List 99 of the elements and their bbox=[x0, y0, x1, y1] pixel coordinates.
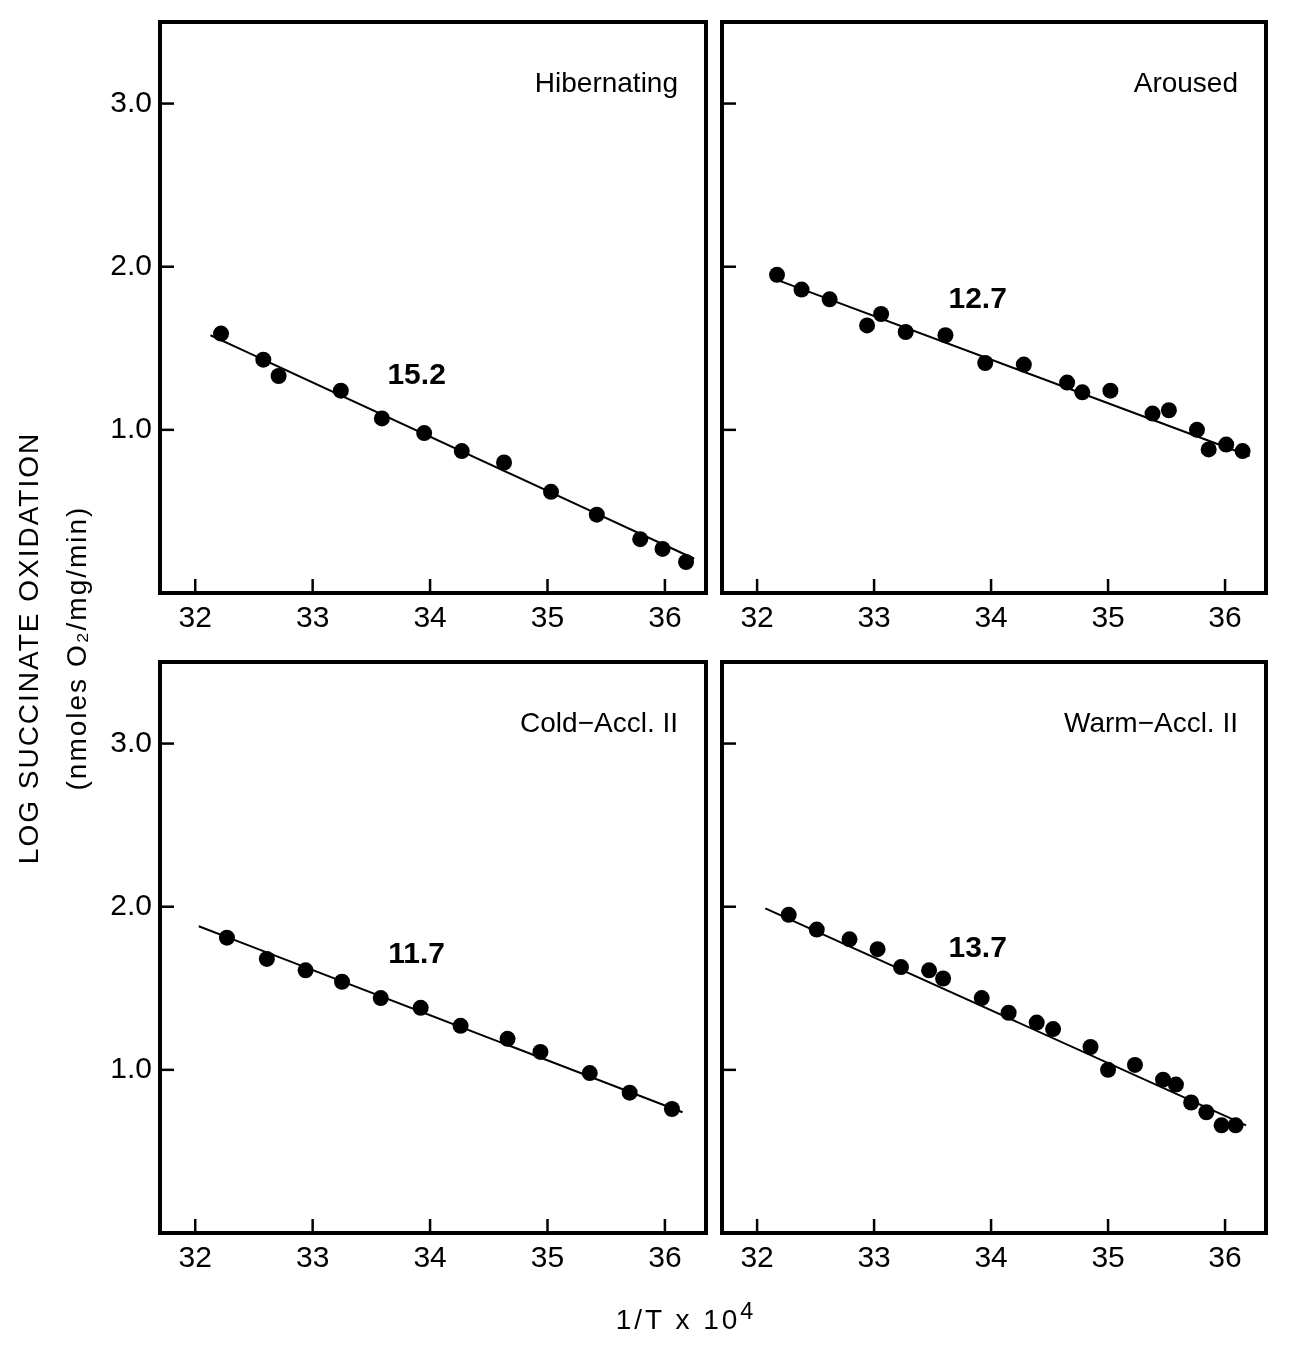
x-tick-label: 36 bbox=[648, 1240, 682, 1274]
x-tick-label: 32 bbox=[740, 1240, 774, 1274]
point bbox=[255, 351, 272, 368]
annotation: 11.7 bbox=[388, 936, 445, 970]
x-tick-label: 35 bbox=[1091, 1240, 1125, 1274]
point bbox=[663, 1101, 680, 1118]
x-tick-label: 35 bbox=[530, 600, 565, 634]
point bbox=[869, 941, 886, 958]
text: Aroused bbox=[1133, 66, 1238, 98]
x-axis-title: 1/T x 10$^{4}$ bbox=[614, 1298, 758, 1337]
text: Warm−Accl. II bbox=[1064, 706, 1238, 738]
point bbox=[218, 929, 235, 946]
point bbox=[453, 443, 470, 460]
point bbox=[412, 999, 429, 1016]
point bbox=[1059, 374, 1076, 391]
point bbox=[768, 266, 785, 283]
point bbox=[332, 382, 349, 399]
point bbox=[1155, 1071, 1172, 1088]
point bbox=[1227, 1117, 1244, 1134]
x-tick-label: 32 bbox=[740, 600, 774, 634]
x-tick-label: 34 bbox=[413, 600, 447, 634]
y-tick-label: 1.0 bbox=[110, 411, 152, 445]
annotation: 15.2 bbox=[387, 356, 446, 390]
point bbox=[1188, 421, 1205, 438]
y-tick-label: 2.0 bbox=[110, 247, 152, 281]
point bbox=[1213, 1117, 1230, 1134]
point bbox=[581, 1065, 598, 1082]
point bbox=[859, 317, 876, 334]
point bbox=[1234, 443, 1251, 460]
point bbox=[258, 950, 275, 967]
point bbox=[977, 354, 994, 371]
x-tick-label: 33 bbox=[295, 600, 330, 634]
point bbox=[1100, 1061, 1117, 1078]
point bbox=[780, 906, 797, 923]
x-tick-label: 33 bbox=[857, 600, 891, 634]
point bbox=[973, 990, 990, 1007]
point bbox=[1126, 1056, 1143, 1073]
y-tick-label: 3.0 bbox=[110, 84, 152, 118]
x-tick-label: 32 bbox=[178, 600, 212, 634]
point bbox=[1045, 1021, 1062, 1038]
text: Cold−Accl. II bbox=[520, 706, 678, 738]
point bbox=[496, 454, 513, 471]
point bbox=[372, 990, 389, 1007]
x-tick-label: 35 bbox=[1091, 600, 1125, 634]
x-tick-label: 33 bbox=[295, 1240, 330, 1274]
y-tick-label: 2.0 bbox=[110, 887, 152, 921]
point bbox=[632, 531, 649, 548]
y-tick-label: 1.0 bbox=[110, 1051, 152, 1085]
x-tick-label: 34 bbox=[974, 1240, 1008, 1274]
point bbox=[1082, 1039, 1099, 1056]
point bbox=[334, 973, 350, 990]
point bbox=[841, 931, 858, 948]
point bbox=[543, 483, 560, 500]
x-tick-label: 34 bbox=[413, 1240, 447, 1274]
point bbox=[270, 368, 287, 385]
point bbox=[499, 1030, 516, 1047]
point bbox=[873, 306, 890, 323]
point bbox=[373, 410, 390, 427]
point bbox=[297, 962, 314, 979]
point bbox=[892, 959, 909, 976]
point bbox=[1160, 402, 1177, 419]
point bbox=[821, 291, 838, 308]
point bbox=[452, 1017, 469, 1034]
point bbox=[213, 325, 230, 342]
point bbox=[654, 540, 671, 557]
x-tick-label: 33 bbox=[857, 1240, 891, 1274]
point bbox=[793, 281, 810, 298]
point bbox=[416, 425, 433, 442]
point bbox=[1183, 1094, 1200, 1111]
y-tick-label: 3.0 bbox=[110, 724, 152, 758]
x-tick-label: 34 bbox=[974, 600, 1008, 634]
annotation: 12.7 bbox=[948, 280, 1007, 314]
x-tick-label: 32 bbox=[178, 1240, 212, 1274]
point bbox=[1144, 405, 1161, 422]
point bbox=[935, 970, 952, 987]
point bbox=[1102, 382, 1119, 399]
annotation: 13.7 bbox=[948, 930, 1007, 964]
x-tick-label: 35 bbox=[530, 1240, 565, 1274]
point bbox=[1074, 384, 1091, 401]
point bbox=[808, 921, 825, 938]
x-tick-label: 36 bbox=[1208, 1240, 1242, 1274]
point bbox=[937, 327, 954, 344]
point bbox=[897, 323, 914, 340]
point bbox=[532, 1043, 549, 1060]
point bbox=[588, 506, 605, 523]
point bbox=[678, 554, 695, 570]
point bbox=[921, 962, 938, 979]
point bbox=[1028, 1014, 1045, 1031]
x-tick-label: 36 bbox=[648, 600, 682, 634]
y-axis-title: LOG SUCCINATE OXIDATION (nmoles O₂/mg/min) bbox=[12, 431, 93, 865]
point bbox=[1000, 1004, 1017, 1021]
point bbox=[1198, 1104, 1215, 1121]
point bbox=[1167, 1076, 1184, 1093]
point bbox=[621, 1084, 638, 1101]
x-tick-label: 36 bbox=[1208, 600, 1242, 634]
text: Hibernating bbox=[534, 66, 678, 98]
point bbox=[1015, 356, 1032, 373]
point bbox=[1218, 436, 1235, 453]
point bbox=[1200, 441, 1217, 458]
